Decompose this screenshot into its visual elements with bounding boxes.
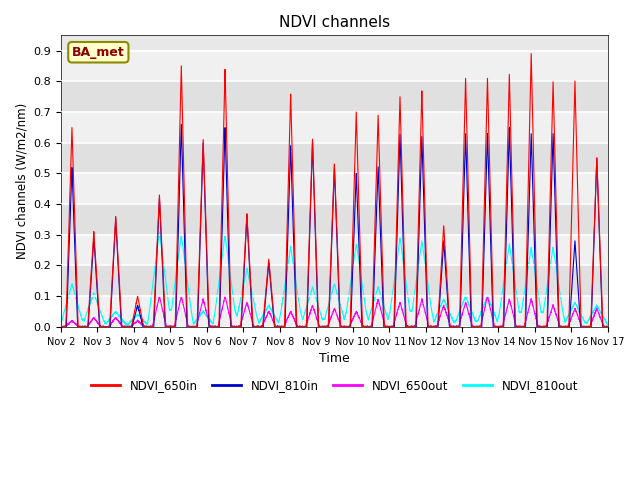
Bar: [61, 296, 608, 327]
Legend: NDVI_650in, NDVI_810in, NDVI_650out, NDVI_810out: NDVI_650in, NDVI_810in, NDVI_650out, NDV…: [86, 374, 583, 396]
Bar: [61, 204, 608, 235]
Bar: [61, 112, 608, 143]
X-axis label: Time: Time: [319, 352, 350, 365]
Y-axis label: NDVI channels (W/m2/nm): NDVI channels (W/m2/nm): [15, 103, 28, 259]
Bar: [61, 81, 608, 112]
Text: BA_met: BA_met: [72, 46, 125, 59]
Bar: [61, 173, 608, 204]
Bar: [61, 51, 608, 81]
Title: NDVI channels: NDVI channels: [279, 15, 390, 30]
Bar: [61, 235, 608, 265]
Bar: [61, 143, 608, 173]
Bar: [61, 265, 608, 296]
